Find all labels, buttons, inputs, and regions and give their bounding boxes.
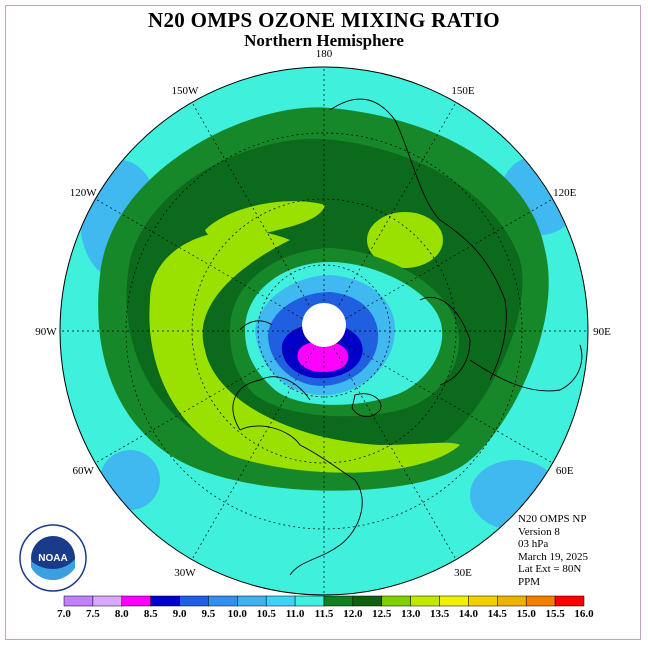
legend-label: 12.5 [372,608,392,620]
legend-swatch [554,595,585,607]
legend-label: 11.0 [286,608,305,620]
legend-swatch [497,595,527,607]
map-subtitle: Northern Hemisphere [244,31,404,50]
meridian-line [95,198,325,332]
legend-swatch [468,595,498,607]
meridian-line [191,102,325,332]
legend-swatch [121,595,151,607]
info-lat-ext: Lat Ext = 80N [518,563,582,575]
legend-label: 14.5 [488,608,508,620]
legend-swatches [63,595,585,607]
legend-swatch [439,595,469,607]
legend-swatch [179,595,209,607]
legend-swatch [63,595,94,607]
legend-label: 16.0 [574,608,594,620]
longitude-label: 30W [174,567,196,579]
info-block: N20 OMPS NP Version 8 03 hPa March 19, 2… [518,513,588,588]
legend-swatch [265,595,296,607]
lat-circle-0 [125,132,523,530]
legend-label: 9.0 [173,608,187,620]
field-yellowgreen-top [205,201,325,242]
legend-label: 10.5 [257,608,277,620]
info-product: N20 OMPS NP [518,513,587,525]
legend-label: 11.5 [315,608,334,620]
info-version: Version 8 [518,525,560,538]
meridian-line [323,330,457,560]
legend-swatch [381,595,411,607]
legend-label: 7.0 [57,608,71,620]
longitude-label: 150E [451,85,475,97]
legend-swatch [208,595,238,607]
coast-arctic-islands [239,320,273,331]
legend-swatch [150,595,180,607]
legend-label: 8.5 [144,608,158,620]
meridian-line [95,330,325,464]
field-yellowgreen-east [367,212,443,268]
coast-eurasia [329,98,507,381]
polar-map: 90E60E30E030W60W90W120W150W180150E120E [35,48,611,596]
legend-label: 14.0 [459,608,479,620]
longitude-label: 30E [454,567,472,579]
legend-label: 8.0 [115,608,129,620]
meridian-line [323,102,457,332]
meridian-line [323,330,553,464]
legend-labels: 7.0 7.5 8.0 8.5 9.0 9.5 10.0 10.5 11.0 11.5 12.0 12… [57,608,594,620]
coast-africa [469,344,583,392]
legend-label: 13.0 [401,608,421,620]
coast-north-america [239,425,363,576]
longitude-label: 90W [35,326,57,338]
legend-label: 12.0 [343,608,363,620]
legend-label: 9.5 [202,608,216,620]
polar-no-data [302,303,346,347]
meridians [60,67,588,595]
map-title: N20 OMPS OZONE MIXING RATIO [148,8,500,32]
longitude-label: 60E [556,465,574,477]
plot-frame [5,5,641,640]
legend-swatch [237,595,267,607]
coast-alaska [232,376,311,431]
noaa-logo: NOAA [19,524,87,592]
meridian-line [323,198,553,332]
info-units: PPM [518,575,541,588]
svg-text:NOAA: NOAA [38,553,67,564]
info-level: 03 hPa [518,538,549,550]
longitude-label: 120W [70,187,98,199]
longitude-label: 120E [553,187,577,199]
field-magenta-core [297,341,349,372]
coast-europe [419,296,471,386]
legend-swatch [410,595,440,607]
longitude-label: 150W [172,85,200,97]
coastlines [232,98,583,576]
meridian-line [191,330,325,560]
legend-label: 15.0 [517,608,537,620]
map-boundary [59,66,589,596]
legend-swatch [352,595,383,607]
legend-label: 13.5 [430,608,450,620]
longitude-labels: 90E60E30E030W60W90W120W150W180150E120E [35,48,611,579]
legend-label: 10.0 [228,608,248,620]
graticule [60,67,588,595]
legend-swatch [92,595,123,607]
longitude-label: 180 [316,48,333,60]
legend-label: 15.5 [545,608,565,620]
legend-swatch [294,595,325,607]
longitude-label: 60W [73,465,95,477]
legend-label: 7.5 [86,608,100,620]
longitude-label: 90E [593,326,611,338]
legend-swatch [323,595,354,607]
legend-swatch [525,595,556,607]
coast-greenland [351,393,382,417]
field-yellowgreen-crescent [149,230,460,473]
info-date: March 19, 2025 [518,550,588,563]
